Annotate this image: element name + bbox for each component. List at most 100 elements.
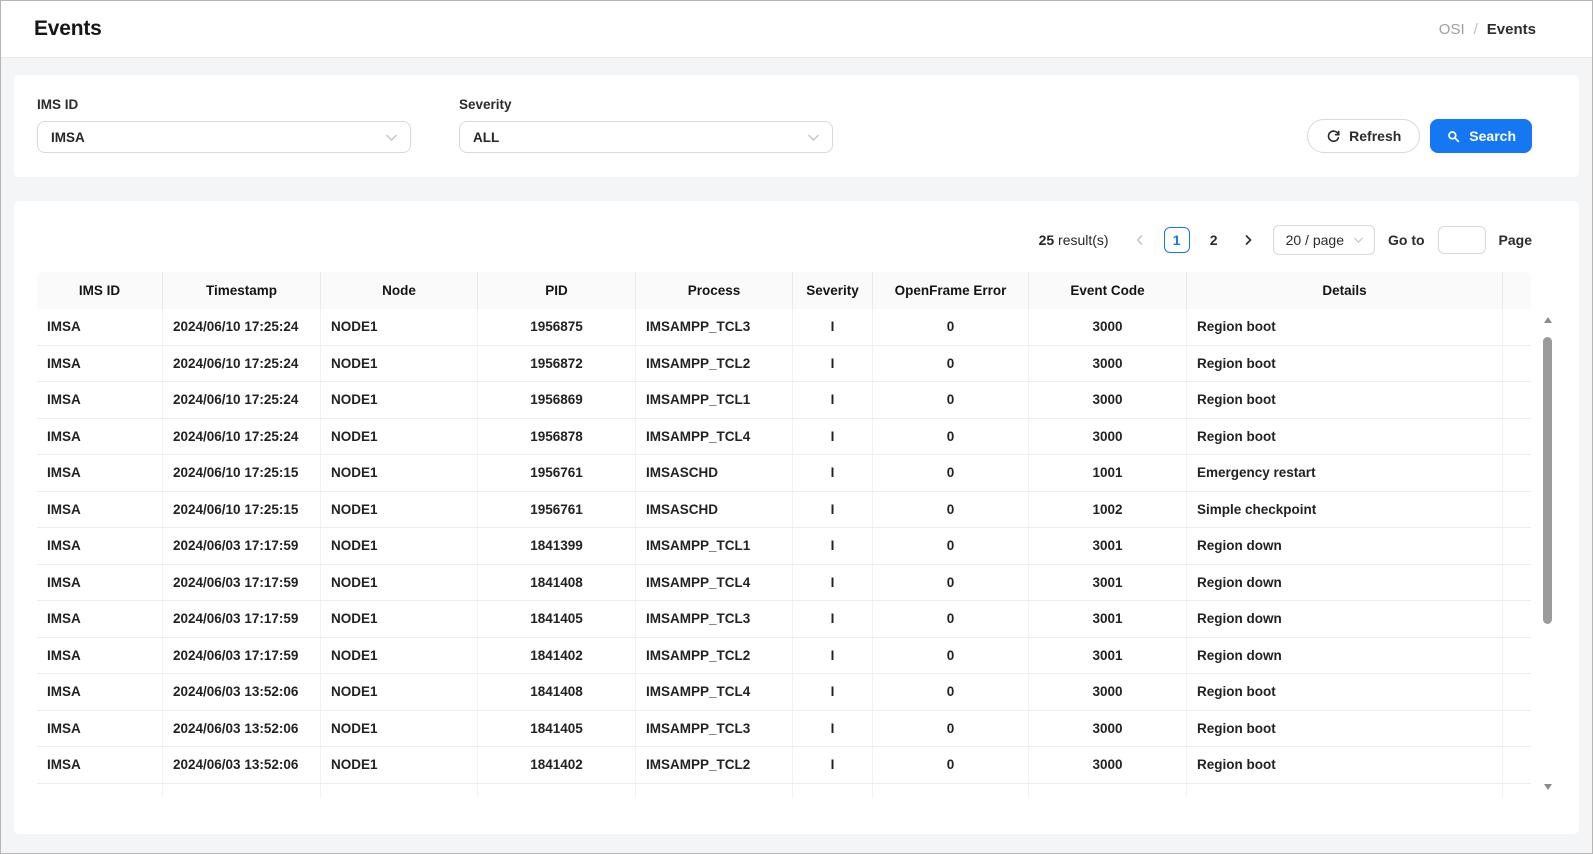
cell: IMSA	[37, 747, 163, 784]
page-button-1[interactable]: 1	[1163, 227, 1190, 253]
cell: 2024/06/03 13:52:06	[163, 747, 321, 784]
cell: 2024/06/03 13:52:06	[163, 674, 321, 711]
cell-empty	[873, 783, 1029, 798]
cell: I	[793, 491, 873, 528]
page-button-2[interactable]: 2	[1209, 232, 1218, 248]
cell: 0	[873, 528, 1029, 565]
cell: 0	[873, 564, 1029, 601]
cell: 2024/06/03 13:52:06	[163, 710, 321, 747]
previous-page-button[interactable]	[1129, 227, 1151, 253]
table-row: IMSA 2024/06/10 17:25:24 NODE1 1956875 IMSAM…	[37, 309, 1531, 346]
cell: NODE1	[321, 601, 478, 638]
scrollbar-down-arrow-icon[interactable]	[1544, 784, 1552, 790]
cell: 2024/06/03 17:17:59	[163, 564, 321, 601]
cell-empty	[1503, 455, 1531, 492]
cell: 3001	[1029, 528, 1187, 565]
cell: 3001	[1029, 637, 1187, 674]
column-header: Process	[636, 272, 793, 309]
cell: IMSA	[37, 564, 163, 601]
cell: NODE1	[321, 528, 478, 565]
column-header: Timestamp	[163, 272, 321, 309]
cell: IMSA	[37, 637, 163, 674]
cell: IMSAMPP_TCL1	[636, 382, 793, 419]
filter-panel: IMS ID IMSA Severity ALL Refresh Search	[14, 75, 1579, 177]
cell: NODE1	[321, 747, 478, 784]
breadcrumb-current: Events	[1486, 20, 1536, 38]
search-button[interactable]: Search	[1430, 119, 1532, 153]
column-header-empty	[1503, 272, 1531, 309]
top-bar: Events OSI / Events	[1, 1, 1592, 58]
cell: 3000	[1029, 710, 1187, 747]
cell: IMSA	[37, 601, 163, 638]
cell: NODE1	[321, 710, 478, 747]
refresh-icon	[1327, 129, 1340, 142]
cell: 1956761	[478, 491, 636, 528]
chevron-right-icon	[1245, 234, 1252, 246]
refresh-button-label: Refresh	[1349, 128, 1402, 144]
cell: 0	[873, 747, 1029, 784]
cell: IMSAMPP_TCL1	[636, 528, 793, 565]
severity-label: Severity	[459, 97, 512, 112]
table-body: IMSA 2024/06/10 17:25:24 NODE1 1956875 IMSAM…	[37, 309, 1531, 798]
goto-label: Go to	[1387, 232, 1425, 248]
cell: I	[793, 601, 873, 638]
scrollbar-up-arrow-icon[interactable]	[1544, 317, 1552, 323]
cell: I	[793, 747, 873, 784]
severity-select[interactable]: ALL	[459, 121, 833, 153]
cell: IMSAMPP_TCL2	[636, 345, 793, 382]
severity-field: Severity ALL	[459, 97, 833, 153]
cell: I	[793, 710, 873, 747]
pagination: 25 result(s) 1 2 20 / page Go to Page	[37, 225, 1555, 255]
cell: IMSAMPP_TCL2	[636, 637, 793, 674]
column-header: PID	[478, 272, 636, 309]
cell-empty	[1503, 309, 1531, 346]
cell-empty	[1503, 419, 1531, 455]
cell: I	[793, 528, 873, 565]
cell: NODE1	[321, 674, 478, 711]
result-count: 25 result(s)	[1039, 232, 1109, 248]
breadcrumb-parent[interactable]: OSI	[1438, 20, 1465, 38]
table-row: IMSA 2024/06/10 17:25:24 NODE1 1956878 IMSAM…	[37, 418, 1531, 455]
table-row: IMSA 2024/06/03 17:17:59 NODE1 1841405 IMSAM…	[37, 601, 1531, 638]
cell-empty	[1503, 565, 1531, 601]
cell: IMSA	[37, 528, 163, 565]
table-row-partial	[37, 783, 1531, 798]
cell: Region down	[1187, 601, 1503, 638]
cell-empty	[1503, 346, 1531, 382]
cell: 3001	[1029, 564, 1187, 601]
scrollbar-thumb[interactable]	[1543, 337, 1552, 624]
cell-empty	[37, 783, 163, 798]
cell: 1841402	[478, 747, 636, 784]
cell: 2024/06/03 17:17:59	[163, 637, 321, 674]
goto-page-input[interactable]	[1437, 226, 1486, 254]
column-header: OpenFrame Error	[873, 272, 1029, 309]
cell: NODE1	[321, 345, 478, 382]
next-page-button[interactable]	[1238, 227, 1260, 253]
ims-id-select[interactable]: IMSA	[37, 121, 411, 153]
cell: I	[793, 564, 873, 601]
table-row: IMSA 2024/06/03 17:17:59 NODE1 1841402 IMSAM…	[37, 637, 1531, 674]
page-label: Page	[1498, 232, 1532, 248]
page-size-select[interactable]: 20 / page	[1272, 225, 1375, 255]
table-row: IMSA 2024/06/03 17:17:59 NODE1 1841408 IMSAM…	[37, 564, 1531, 601]
cell: Emergency restart	[1187, 455, 1503, 492]
cell: 0	[873, 455, 1029, 492]
cell: 1841408	[478, 564, 636, 601]
cell: IMSAMPP_TCL4	[636, 674, 793, 711]
search-button-label: Search	[1469, 128, 1516, 144]
cell-empty	[163, 783, 321, 798]
cell: 0	[873, 418, 1029, 455]
events-table: IMS ID Timestamp Node PID Process Severity Ope…	[37, 272, 1531, 798]
search-icon	[1448, 130, 1460, 142]
table-row: IMSA 2024/06/10 17:25:15 NODE1 1956761 IMSAS…	[37, 455, 1531, 492]
cell: 0	[873, 345, 1029, 382]
cell-empty	[1503, 638, 1531, 674]
chevron-left-icon	[1136, 234, 1143, 246]
cell: IMSASCHD	[636, 491, 793, 528]
table-row: IMSA 2024/06/10 17:25:24 NODE1 1956872 IMSAM…	[37, 345, 1531, 382]
cell-empty	[1503, 674, 1531, 711]
breadcrumb: OSI / Events	[1439, 21, 1536, 38]
column-header: Severity	[793, 272, 873, 309]
cell: NODE1	[321, 455, 478, 492]
refresh-button[interactable]: Refresh	[1307, 119, 1421, 153]
